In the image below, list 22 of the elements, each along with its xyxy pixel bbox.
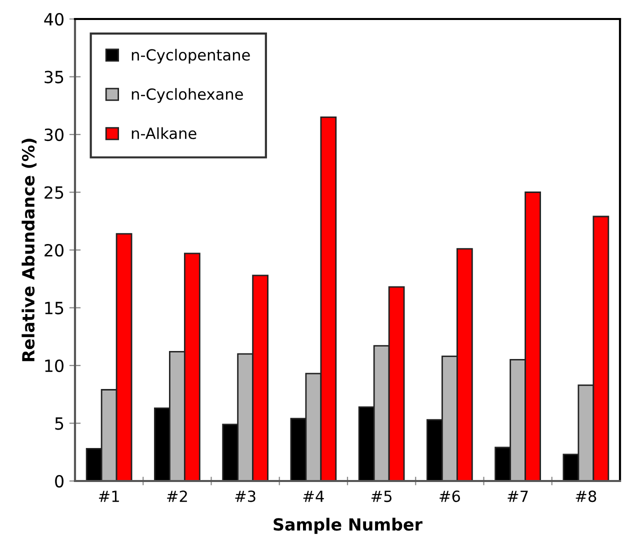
legend-label: n-Cyclopentane [132,48,250,64]
x-tick-label: #3 [235,490,256,502]
legend-label: n-Cyclohexane [132,88,243,103]
y-tick-label: 30 [44,128,64,142]
x-tick-label: #4 [303,490,324,502]
y-axis-title: Relative Abundance (%) [22,138,37,362]
y-tick-label: 0 [55,474,64,488]
y-tick-label: 25 [44,186,64,199]
x-tick-label: #1 [98,490,119,502]
x-tick-label: #2 [167,490,187,502]
legend-label: n-Alkane [132,127,196,140]
x-tick-label: #5 [371,490,392,502]
y-tick-label: 15 [45,302,64,314]
y-tick-label: 20 [44,244,64,257]
y-tick-label: 5 [55,417,64,430]
x-tick-label: #6 [440,490,460,502]
y-tick-label: 35 [44,70,64,84]
y-tick-label: 40 [44,12,64,26]
y-tick-label: 10 [45,359,64,372]
x-axis-title: Sample Number [274,518,422,534]
x-tick-label: #7 [508,490,528,502]
x-tick-label: #8 [576,490,596,502]
